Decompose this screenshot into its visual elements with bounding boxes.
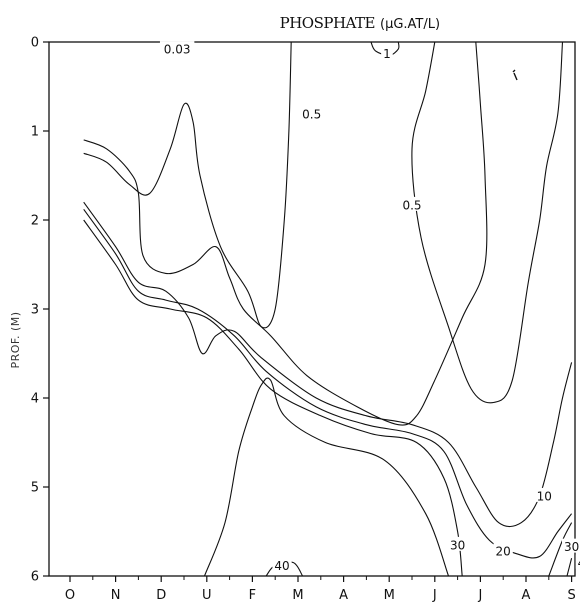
small-mark-glyph [512,69,518,81]
x-tick-label: M [292,588,303,603]
chart-title-text: PHOSPHATE [280,14,375,32]
contour-label-bg [159,41,195,56]
x-tick-label: M [384,588,395,603]
x-tick-label: D [156,588,166,603]
contour-label: 0.5 [402,198,421,212]
x-tick-label: A [522,588,531,603]
contour-line-10 [83,201,573,528]
contour-label-bg [298,106,326,121]
contour-lines [83,41,573,577]
y-tick-label: 0 [31,36,39,51]
x-tick-label: O [65,588,75,603]
x-tick-label: J [477,588,482,603]
contour-label: 0.03 [164,43,191,57]
y-tick-label: 4 [31,392,39,407]
y-axis-label: PROF. (M) [9,311,22,368]
chart-title: PHOSPHATE (µG.AT/L) [280,14,440,32]
x-tick-label: J [432,588,437,603]
contour-line-0-5a [83,41,292,329]
contour-label: 30 [450,538,465,552]
contour-label: 30 [564,540,579,554]
contour-label: 20 [496,545,511,559]
y-tick-label: 6 [31,570,39,585]
contour-line-0-5b [83,41,488,426]
contour-label-bg [381,45,393,60]
y-tick-label: 2 [31,214,39,229]
contour-line-1b [411,41,564,404]
contour-label: 40 [274,559,289,573]
contour-label-bg [493,543,513,558]
x-tick-label: F [249,588,256,603]
contour-label-bg [448,536,468,551]
plot-frame [48,41,576,577]
contour-line-30 [83,219,463,577]
contour-label-bg [398,196,426,211]
contour-line-20 [83,208,573,559]
contour-label: 40 [578,556,580,570]
contour-line-40b [566,558,573,577]
contour-label-bg [534,487,554,502]
y-tick-label: 3 [31,303,39,318]
y-tick-label: 5 [31,481,39,496]
x-tick-label: U [202,588,212,603]
contour-label: 0.5 [302,108,321,122]
x-tick-label: A [339,588,348,603]
contour-label-bg [272,557,292,572]
x-tick-label: N [111,588,121,603]
contour-label-bg [562,538,580,553]
x-tick-label: S [567,588,575,603]
y-axis-ticks: 0 1 2 3 4 5 6 [31,36,49,585]
chart-title-unit: (µG.AT/L) [380,17,440,32]
contour-label: 1 [383,47,391,61]
contour-line-40 [203,377,450,577]
y-tick-label: 1 [31,125,39,140]
contour-label: 10 [537,489,552,503]
contour-label-bg [575,554,580,569]
